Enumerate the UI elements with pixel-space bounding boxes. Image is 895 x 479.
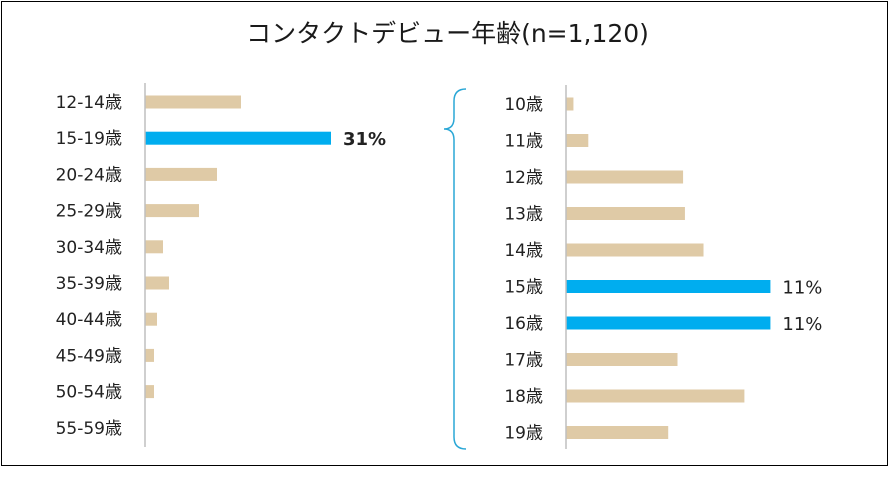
bar [145, 240, 163, 254]
bar [566, 207, 685, 220]
category-label: 11歳 [504, 132, 543, 152]
bar [145, 167, 217, 181]
bar [566, 243, 704, 257]
bar [566, 389, 745, 403]
bar [145, 312, 157, 326]
category-label: 15歳 [504, 278, 543, 298]
category-label: 25-29歳 [56, 202, 122, 222]
category-label: 20-24歳 [56, 165, 122, 185]
category-label: 15-19歳 [56, 129, 122, 149]
bar [566, 316, 771, 330]
category-label: 12歳 [504, 168, 543, 188]
category-label: 12-14歳 [56, 93, 122, 113]
bar [566, 353, 678, 366]
category-label: 40-44歳 [56, 310, 122, 330]
data-label: 11% [782, 314, 822, 335]
bar [145, 131, 331, 145]
category-label: 50-54歳 [56, 383, 122, 403]
bar [566, 426, 669, 439]
bar [145, 385, 154, 399]
bar [145, 95, 241, 109]
bar [566, 170, 684, 184]
data-label: 31% [343, 129, 386, 150]
category-label: 13歳 [504, 205, 543, 225]
category-label: 17歳 [504, 351, 543, 371]
bar [566, 134, 589, 147]
category-label: 45-49歳 [56, 346, 122, 366]
bracket-connector [443, 88, 467, 450]
bar [145, 276, 169, 290]
category-label: 14歳 [504, 241, 543, 261]
chart-title: コンタクトデビュー年齢(n=1,120) [246, 19, 649, 48]
bar [145, 348, 154, 362]
category-label: 35-39歳 [56, 274, 122, 294]
bar [566, 97, 574, 111]
category-label: 55-59歳 [56, 419, 122, 439]
category-label: 19歳 [504, 424, 543, 444]
category-label: 16歳 [504, 314, 543, 334]
category-label: 30-34歳 [56, 238, 122, 258]
bar [566, 280, 771, 293]
category-label: 18歳 [504, 387, 543, 407]
data-label: 11% [782, 278, 822, 299]
bar [145, 204, 199, 218]
category-label: 10歳 [504, 95, 543, 115]
